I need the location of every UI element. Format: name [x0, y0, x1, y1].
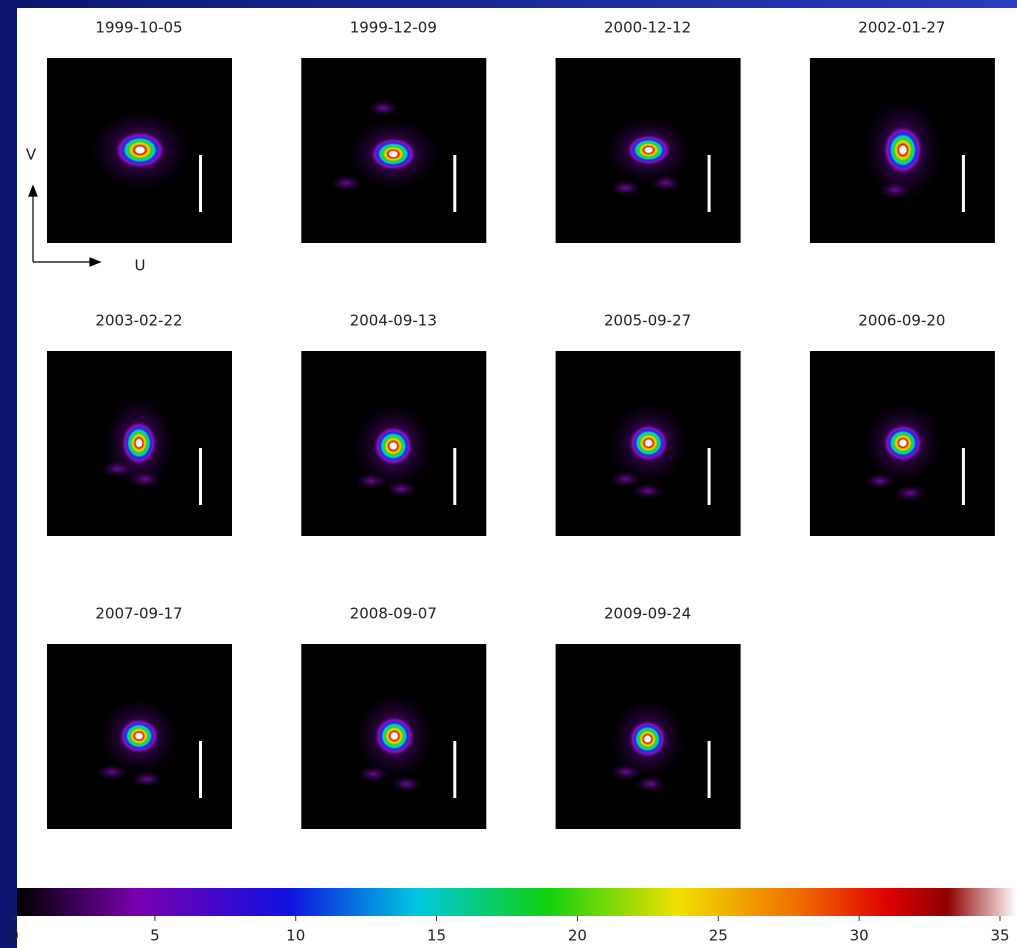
panel-title: 2002-01-27 [858, 19, 945, 37]
source [883, 125, 923, 175]
panel-title: 2005-09-27 [604, 312, 691, 330]
panel [809, 58, 995, 243]
scale-bar [199, 155, 202, 212]
panel-title: 1999-10-05 [95, 19, 182, 37]
tail-blob [634, 776, 667, 792]
panel-title: 2003-02-22 [95, 312, 182, 330]
tail-blob [390, 776, 423, 792]
tail-blob [330, 175, 363, 191]
colorbar-tick-label: 30 [850, 927, 869, 945]
v-label: V [26, 146, 37, 164]
colorbar-tick-label: 5 [150, 927, 160, 945]
tail-blob [609, 180, 642, 196]
scale-bar [961, 448, 965, 505]
colorbar-tick-label: 0 [9, 927, 19, 945]
colorbar-tick-label: 35 [990, 927, 1009, 945]
panel [555, 351, 741, 536]
panel [301, 58, 487, 243]
tail-blob [609, 764, 642, 780]
panel [301, 351, 487, 536]
source [374, 716, 415, 756]
scale-bar [707, 155, 711, 212]
panel-title: 2007-09-17 [95, 605, 182, 623]
panel [47, 644, 232, 829]
u-label: U [135, 257, 146, 275]
panel [301, 644, 487, 829]
panel-title: 2006-09-20 [858, 312, 945, 330]
tail-blob [385, 481, 418, 497]
colorbar-tick-label: 10 [286, 927, 305, 945]
source [121, 421, 157, 465]
uv-axes [28, 184, 102, 267]
scale-bar [961, 155, 965, 212]
scale-bar [453, 741, 457, 798]
source [628, 720, 667, 758]
tail-blob [131, 771, 163, 787]
source [628, 424, 669, 462]
tail-blob [101, 461, 133, 477]
tail-blob [609, 471, 642, 487]
scale-bar [453, 155, 457, 212]
source [373, 426, 414, 466]
tail-blob [863, 473, 896, 489]
source [370, 137, 417, 171]
panel-title: 1999-12-09 [350, 19, 437, 37]
panel [809, 351, 995, 536]
source [626, 134, 671, 166]
colorbar-tick-label: 20 [568, 927, 587, 945]
panel-title: 2004-09-13 [350, 312, 437, 330]
source [883, 424, 923, 462]
tail-blob [355, 473, 388, 489]
panel-title: 2008-09-07 [350, 605, 437, 623]
scale-bar [707, 448, 711, 505]
source [119, 718, 159, 754]
scale-bar [453, 448, 457, 505]
colorbar [17, 888, 1017, 916]
panel [47, 351, 232, 536]
panel-title: 2009-09-24 [604, 605, 691, 623]
tail-blob [893, 485, 926, 501]
tail-blob [129, 471, 161, 487]
tail-blob [367, 100, 400, 116]
panel [47, 58, 232, 243]
scale-bar [707, 741, 711, 798]
colorbar-tick-label: 15 [427, 927, 446, 945]
panel [555, 644, 741, 829]
scale-bar [199, 448, 202, 505]
panel [555, 58, 741, 243]
panel-title: 2000-12-12 [604, 19, 691, 37]
tail-blob [357, 766, 390, 782]
colorbar-tick-label: 25 [709, 927, 728, 945]
scale-bar [199, 741, 202, 798]
tail-blob [96, 764, 128, 780]
source [114, 131, 166, 169]
tail-blob [878, 182, 911, 198]
tail-blob [631, 483, 664, 499]
tail-blob [649, 175, 682, 191]
